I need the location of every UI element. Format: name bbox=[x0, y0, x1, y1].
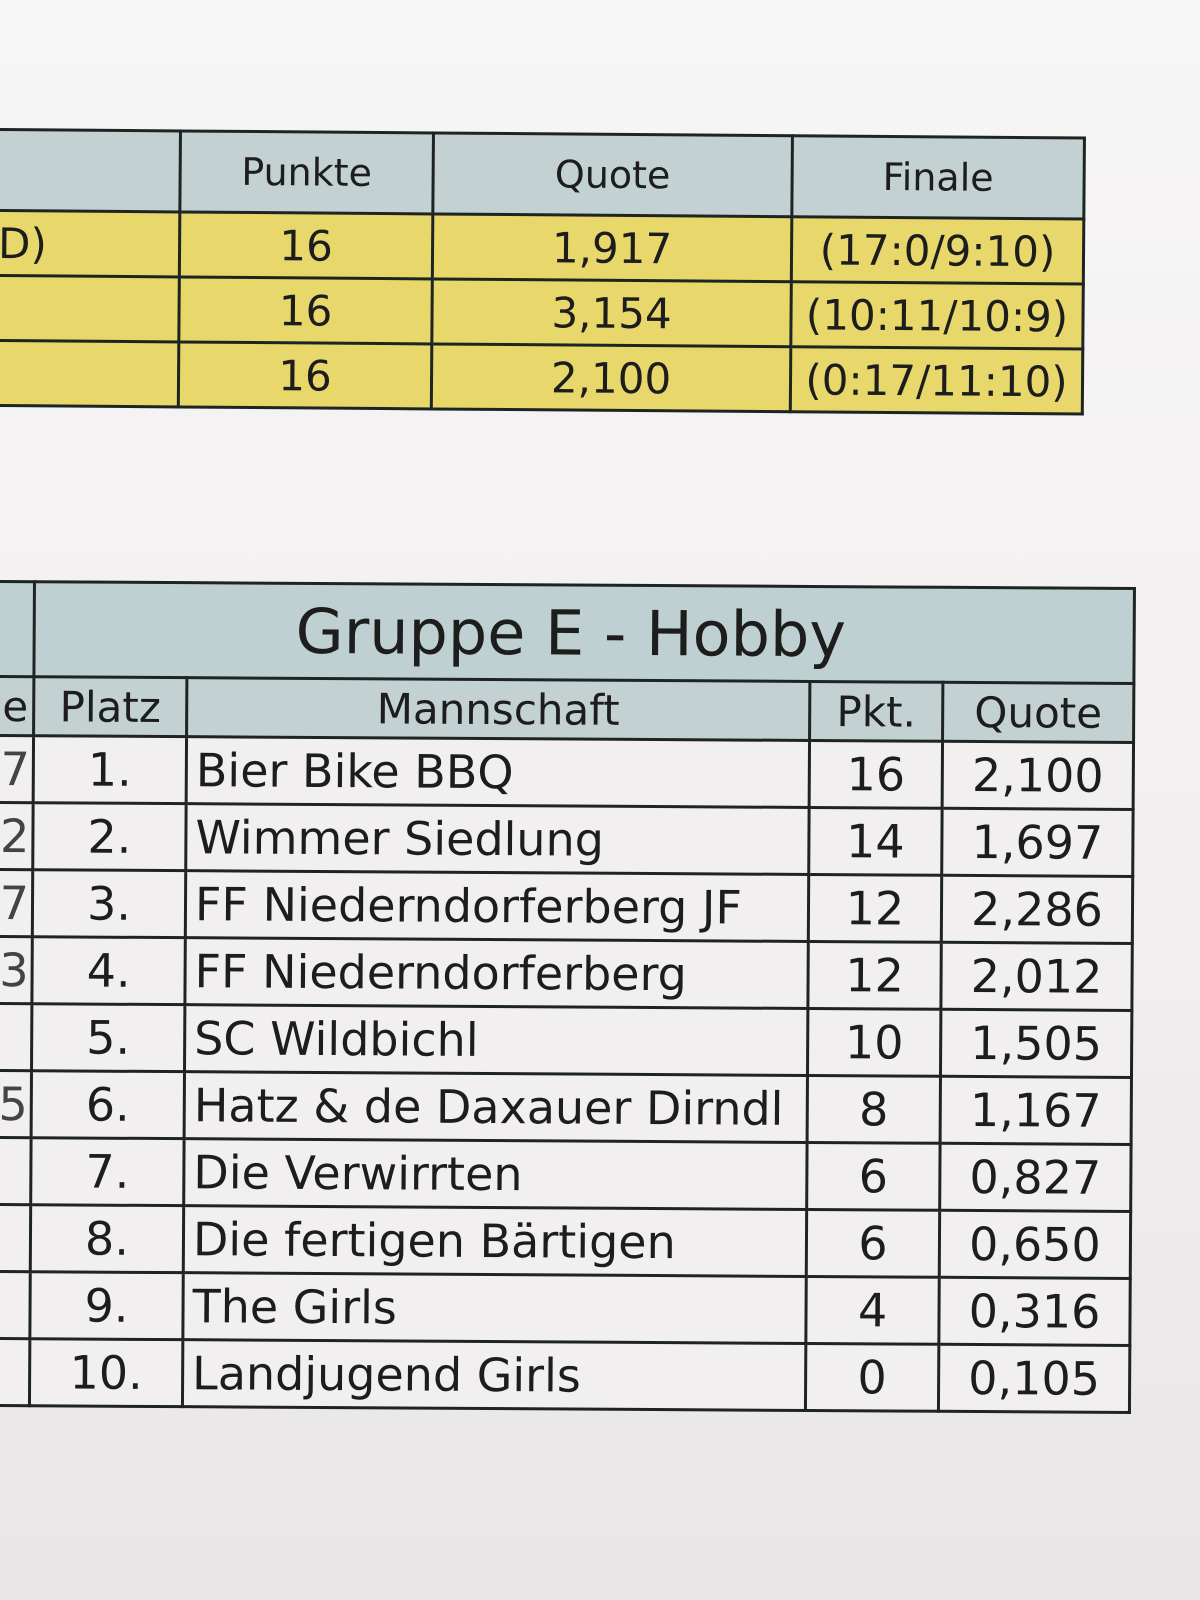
top-standings-table: Punkte Quote Finale D) 16 1,917 (17:0/9:… bbox=[0, 128, 1086, 416]
platz-cell: 1. bbox=[33, 735, 187, 804]
header-finale: Finale bbox=[791, 135, 1085, 220]
header-punkte: Punkte bbox=[179, 130, 434, 214]
edge-title-cell bbox=[0, 581, 35, 677]
team-cell bbox=[0, 340, 179, 407]
team-cell: FF Niederndorferberg JF bbox=[185, 870, 809, 942]
platz-cell: 7. bbox=[30, 1137, 185, 1206]
platz-cell: 9. bbox=[29, 1271, 184, 1340]
quote-cell: 3,154 bbox=[431, 278, 792, 347]
team-cell: Die Verwirrten bbox=[183, 1138, 808, 1210]
quote-cell: 0,105 bbox=[938, 1344, 1130, 1413]
team-cell: Wimmer Siedlung bbox=[185, 803, 810, 875]
pkt-cell: 12 bbox=[808, 874, 942, 943]
table-row: 2 2. Wimmer Siedlung 14 1,697 bbox=[0, 802, 1134, 877]
platz-cell: 5. bbox=[31, 1003, 185, 1072]
header-quote: Quote bbox=[942, 682, 1134, 743]
team-cell: FF Niederndorferberg bbox=[184, 937, 809, 1009]
edge-cell: 5 bbox=[0, 1070, 32, 1138]
quote-cell: 0,316 bbox=[938, 1277, 1131, 1346]
team-cell: D) bbox=[0, 210, 180, 277]
group-e-table: Gruppe E - Hobby e Platz Mannschaft Pkt.… bbox=[0, 580, 1136, 1414]
table-row: 5. SC Wildbichl 10 1,505 bbox=[0, 1003, 1132, 1078]
pkt-cell: 4 bbox=[805, 1276, 940, 1345]
table-row: 16 3,154 (10:11/10:9) bbox=[0, 275, 1084, 350]
table-row: 7. Die Verwirrten 6 0,827 bbox=[0, 1137, 1132, 1212]
pkt-cell: 14 bbox=[808, 807, 943, 876]
header-mannschaft: Mannschaft bbox=[186, 677, 810, 741]
edge-cell: 3 bbox=[0, 936, 33, 1004]
header-row: Punkte Quote Finale bbox=[0, 129, 1085, 220]
header-quote: Quote bbox=[432, 132, 793, 217]
group-title: Gruppe E - Hobby bbox=[33, 581, 1135, 684]
quote-cell: 0,650 bbox=[939, 1210, 1131, 1279]
team-cell bbox=[0, 275, 180, 342]
table-row: 7 1. Bier Bike BBQ 16 2,100 bbox=[0, 735, 1134, 810]
edge-cell: 7 bbox=[0, 735, 34, 803]
quote-cell: 1,505 bbox=[940, 1009, 1132, 1078]
table-row: 5 6. Hatz & de Daxauer Dirndl 8 1,167 bbox=[0, 1070, 1132, 1145]
team-cell: Bier Bike BBQ bbox=[186, 736, 810, 808]
header-pkt: Pkt. bbox=[809, 681, 943, 742]
pkt-cell: 10 bbox=[807, 1008, 941, 1077]
team-cell: Landjugend Girls bbox=[182, 1339, 806, 1411]
table-row: 16 2,100 (0:17/11:10) bbox=[0, 340, 1083, 415]
quote-cell: 1,167 bbox=[940, 1076, 1132, 1145]
quote-cell: 0,827 bbox=[939, 1143, 1132, 1212]
quote-cell: 2,286 bbox=[941, 875, 1133, 944]
edge-cell: 2 bbox=[0, 802, 34, 870]
quote-cell: 1,917 bbox=[432, 213, 792, 282]
team-cell: SC Wildbichl bbox=[184, 1004, 808, 1076]
platz-cell: 8. bbox=[30, 1204, 184, 1273]
platz-cell: 3. bbox=[32, 869, 186, 938]
platz-cell: 10. bbox=[29, 1338, 183, 1407]
header-platz: Platz bbox=[33, 676, 187, 737]
pkt-cell: 12 bbox=[807, 941, 942, 1010]
team-cell: The Girls bbox=[182, 1272, 807, 1344]
pkt-cell: 6 bbox=[806, 1142, 941, 1211]
header-edge: e bbox=[0, 676, 34, 736]
edge-cell bbox=[0, 1137, 32, 1205]
quote-cell: 2,012 bbox=[940, 942, 1133, 1011]
edge-cell bbox=[0, 1003, 32, 1071]
team-cell: Die fertigen Bärtigen bbox=[183, 1205, 807, 1277]
pkt-cell: 8 bbox=[807, 1075, 941, 1144]
punkte-cell: 16 bbox=[178, 341, 432, 409]
table-row: 7 3. FF Niederndorferberg JF 12 2,286 bbox=[0, 869, 1133, 944]
table-row: D) 16 1,917 (17:0/9:10) bbox=[0, 210, 1084, 285]
punkte-cell: 16 bbox=[178, 276, 433, 344]
finale-cell: (0:17/11:10) bbox=[790, 346, 1083, 415]
platz-cell: 4. bbox=[31, 936, 186, 1005]
quote-cell: 1,697 bbox=[941, 808, 1134, 877]
edge-cell: 7 bbox=[0, 869, 33, 937]
team-cell: Hatz & de Daxauer Dirndl bbox=[184, 1071, 808, 1143]
header-row: e Platz Mannschaft Pkt. Quote bbox=[0, 676, 1134, 743]
quote-cell: 2,100 bbox=[942, 741, 1134, 810]
punkte-cell: 16 bbox=[179, 211, 433, 279]
table-row: 9. The Girls 4 0,316 bbox=[0, 1271, 1131, 1346]
edge-cell bbox=[0, 1204, 31, 1272]
table-row: 8. Die fertigen Bärtigen 6 0,650 bbox=[0, 1204, 1131, 1279]
platz-cell: 2. bbox=[32, 802, 187, 871]
edge-cell bbox=[0, 1271, 31, 1339]
title-row: Gruppe E - Hobby bbox=[0, 581, 1135, 684]
header-team bbox=[0, 129, 181, 212]
pkt-cell: 16 bbox=[809, 740, 943, 809]
finale-cell: (10:11/10:9) bbox=[790, 281, 1084, 350]
pkt-cell: 0 bbox=[805, 1343, 939, 1412]
edge-cell bbox=[0, 1338, 30, 1406]
platz-cell: 6. bbox=[31, 1070, 185, 1139]
table-row: 3 4. FF Niederndorferberg 12 2,012 bbox=[0, 936, 1133, 1011]
finale-cell: (17:0/9:10) bbox=[791, 216, 1084, 285]
pkt-cell: 6 bbox=[806, 1209, 940, 1278]
quote-cell: 2,100 bbox=[431, 343, 791, 412]
table-row: 10. Landjugend Girls 0 0,105 bbox=[0, 1338, 1130, 1413]
